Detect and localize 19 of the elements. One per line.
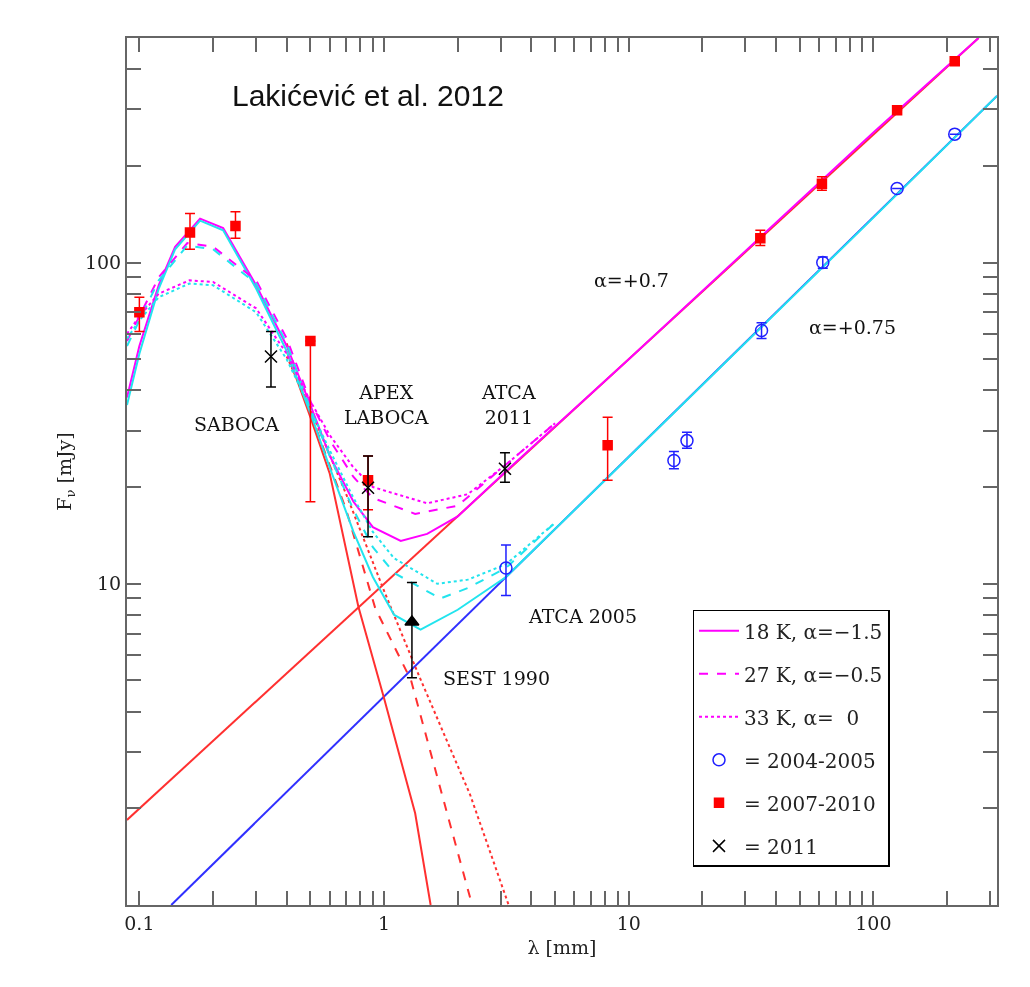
x-axis-title: λ [mm]: [527, 936, 597, 959]
annotation: ATCA 2011: [481, 381, 536, 428]
legend-label: 27 K, α=−0.5: [744, 662, 883, 687]
annotation: ATCA 2005: [528, 605, 638, 627]
annotation: α=+0.75: [809, 316, 896, 338]
legend-label: = 2007-2010: [744, 791, 876, 816]
annotation: SEST 1990: [443, 667, 550, 689]
x-tick-label: 100: [855, 911, 892, 934]
legend-label: = 2004-2005: [744, 748, 876, 773]
x-tick-label: 1: [378, 911, 391, 934]
annotation: SABOCA: [194, 413, 280, 435]
annotation: Lakićević et al. 2012: [232, 79, 504, 112]
annotation: APEX LABOCA: [344, 381, 429, 428]
x-tick-label: 0.1: [124, 911, 155, 934]
legend-label: 33 K, α= 0: [744, 705, 860, 730]
x-tick-label: 10: [616, 911, 641, 934]
annotation: α=+0.7: [594, 269, 669, 291]
legend-label: = 2011: [744, 834, 819, 859]
legend-label: 18 K, α=−1.5: [744, 619, 883, 644]
